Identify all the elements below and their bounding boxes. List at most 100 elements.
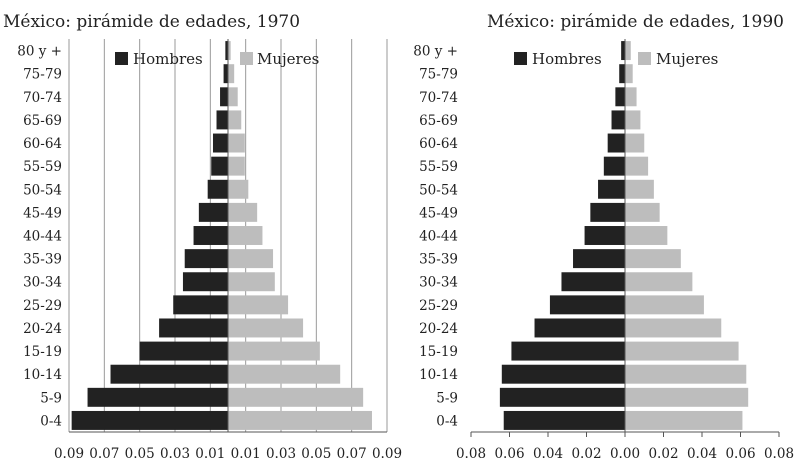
- bar-mujeres-75-79: [625, 64, 633, 84]
- bar-mujeres-0-4: [625, 410, 743, 430]
- bar-mujeres-10-14: [625, 364, 747, 384]
- bar-hombres-35-39: [184, 249, 228, 269]
- age-group-label: 80 y +: [413, 44, 458, 60]
- age-group-label: 30-34: [23, 275, 62, 291]
- age-group-label: 60-64: [419, 136, 458, 152]
- x-tick-label: 0.03: [160, 446, 190, 462]
- bar-hombres-80y: [621, 41, 625, 61]
- x-tick-label: 0.06: [725, 446, 755, 462]
- legend-swatch-mujeres: [240, 52, 253, 65]
- legend-label-mujeres: Mujeres: [257, 50, 319, 68]
- bar-hombres-80y: [225, 41, 228, 61]
- legend-swatch-mujeres: [638, 52, 651, 65]
- x-tick-label: 0.08: [764, 446, 794, 462]
- bar-hombres-5-9: [499, 387, 625, 407]
- pyramid-1990: 0.08 0.06 0.04 0.02 0.00 0.02 0.04 0.06 0.08 0-4 5…: [413, 39, 794, 462]
- age-group-label: 20-24: [419, 321, 458, 337]
- bar-mujeres-20-24: [625, 318, 722, 338]
- bar-mujeres-65-69: [228, 110, 242, 130]
- age-group-label: 60-64: [23, 136, 62, 152]
- age-group-label: 65-69: [419, 113, 458, 129]
- bar-mujeres-75-79: [228, 64, 235, 84]
- x-tick-label: 0.07: [89, 446, 119, 462]
- bar-hombres-70-74: [615, 87, 625, 107]
- age-group-label: 75-79: [419, 67, 458, 83]
- age-group-label: 50-54: [419, 182, 458, 198]
- bar-hombres-15-19: [511, 341, 625, 361]
- bar-hombres-50-54: [207, 179, 228, 199]
- legend-swatch-hombres: [514, 52, 527, 65]
- bar-hombres-15-19: [139, 341, 228, 361]
- bar-hombres-75-79: [223, 64, 228, 84]
- bar-mujeres-70-74: [228, 87, 238, 107]
- age-group-label: 45-49: [419, 205, 458, 221]
- age-group-label: 45-49: [23, 205, 62, 221]
- bar-mujeres-50-54: [625, 179, 654, 199]
- bar-hombres-55-59: [603, 156, 625, 176]
- bar-hombres-30-34: [561, 272, 625, 292]
- bar-mujeres-45-49: [625, 202, 660, 222]
- age-group-label: 25-29: [23, 298, 62, 314]
- bar-mujeres-25-29: [625, 295, 704, 315]
- bar-hombres-70-74: [220, 87, 228, 107]
- legend-label-mujeres: Mujeres: [656, 50, 718, 68]
- bar-mujeres-70-74: [625, 87, 637, 107]
- bar-hombres-10-14: [110, 364, 228, 384]
- x-tick-label: 0.00: [610, 446, 640, 462]
- bar-hombres-65-69: [216, 110, 228, 130]
- bar-mujeres-10-14: [228, 364, 341, 384]
- bar-hombres-55-59: [211, 156, 228, 176]
- x-tick-label: 0.01: [231, 446, 261, 462]
- x-tick-label: 0.02: [571, 446, 601, 462]
- x-tick-label: 0.01: [195, 446, 225, 462]
- bar-hombres-25-29: [549, 295, 625, 315]
- bar-mujeres-65-69: [625, 110, 641, 130]
- bar-hombres-25-29: [173, 295, 228, 315]
- x-tick-label: 0.04: [533, 446, 563, 462]
- age-group-label: 65-69: [23, 113, 62, 129]
- bar-mujeres-25-29: [228, 295, 289, 315]
- bar-mujeres-30-34: [228, 272, 275, 292]
- bar-hombres-40-44: [193, 226, 228, 245]
- bar-hombres-60-64: [607, 133, 625, 153]
- bar-hombres-0-4: [503, 410, 625, 430]
- age-group-label: 35-39: [23, 252, 62, 268]
- age-group-label: 10-14: [419, 367, 458, 383]
- age-group-label: 70-74: [23, 90, 62, 106]
- bar-mujeres-40-44: [228, 226, 263, 245]
- age-group-label: 40-44: [419, 229, 458, 245]
- bar-mujeres-30-34: [625, 272, 693, 292]
- age-group-label: 35-39: [419, 252, 458, 268]
- x-tick-label: 0.09: [372, 446, 402, 462]
- bar-mujeres-35-39: [228, 249, 274, 269]
- bar-hombres-50-54: [598, 179, 625, 199]
- age-group-label: 5-9: [436, 390, 458, 406]
- x-tick-label: 0.02: [648, 446, 678, 462]
- bar-hombres-0-4: [71, 410, 229, 430]
- legend-label-hombres: Hombres: [532, 50, 602, 68]
- bar-mujeres-0-4: [228, 410, 372, 430]
- bar-hombres-45-49: [590, 202, 625, 222]
- age-group-label: 15-19: [419, 344, 458, 360]
- bar-hombres-10-14: [501, 364, 625, 384]
- bar-mujeres-80y: [625, 41, 631, 61]
- bar-hombres-45-49: [198, 202, 228, 222]
- chart-title-1970: México: pirámide de edades, 1970: [3, 12, 300, 32]
- age-group-label: 15-19: [23, 344, 62, 360]
- bar-mujeres-5-9: [228, 387, 364, 407]
- legend-label-hombres: Hombres: [133, 50, 203, 68]
- x-tick-label: 0.09: [54, 446, 84, 462]
- bar-hombres-30-34: [182, 272, 228, 292]
- x-tick-label: 0.05: [301, 446, 331, 462]
- bar-mujeres-50-54: [228, 179, 249, 199]
- bar-mujeres-15-19: [625, 341, 739, 361]
- bar-hombres-40-44: [584, 226, 625, 245]
- x-tick-label: 0.04: [687, 446, 717, 462]
- bar-hombres-75-79: [619, 64, 625, 84]
- bar-mujeres-60-64: [228, 133, 245, 153]
- age-group-label: 25-29: [419, 298, 458, 314]
- bar-mujeres-20-24: [228, 318, 304, 338]
- bar-hombres-65-69: [611, 110, 625, 130]
- bar-mujeres-5-9: [625, 387, 749, 407]
